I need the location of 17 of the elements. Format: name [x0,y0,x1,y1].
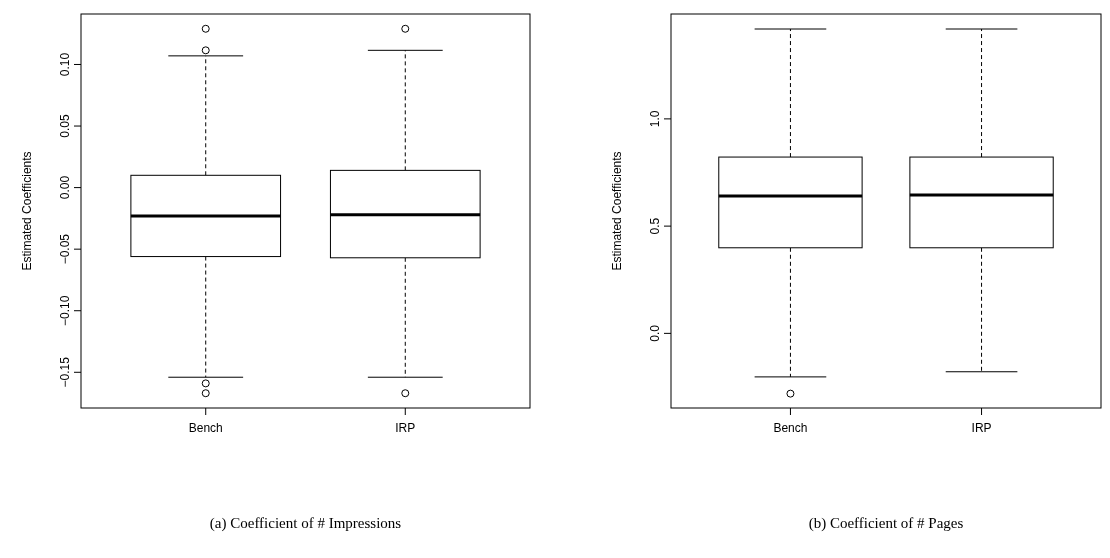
y-axis-title: Estimated Coefficients [610,151,624,271]
text: (a) Coefficient of # Impressions [209,515,402,532]
y-axis-title: Estimated Coefficients [20,151,34,271]
x-tick-label: IRP [971,421,992,435]
y-tick-label: −0.10 [58,295,72,326]
y-tick-label: 0.05 [58,114,72,138]
y-tick-label: 0.0 [648,324,662,342]
y-tick-label: 0.10 [58,52,72,77]
x-tick-label: Bench [188,421,223,435]
y-tick-label: 0.5 [648,217,662,235]
text: (b) Coefficient of # Pages [808,515,964,532]
x-tick-label: IRP [395,421,416,435]
y-tick-label: 1.0 [648,110,662,128]
x-tick-label: Bench [773,421,808,435]
y-tick-label: −0.15 [58,356,72,388]
y-tick-label: −0.05 [58,233,72,265]
y-tick-label: 0.00 [58,175,72,200]
